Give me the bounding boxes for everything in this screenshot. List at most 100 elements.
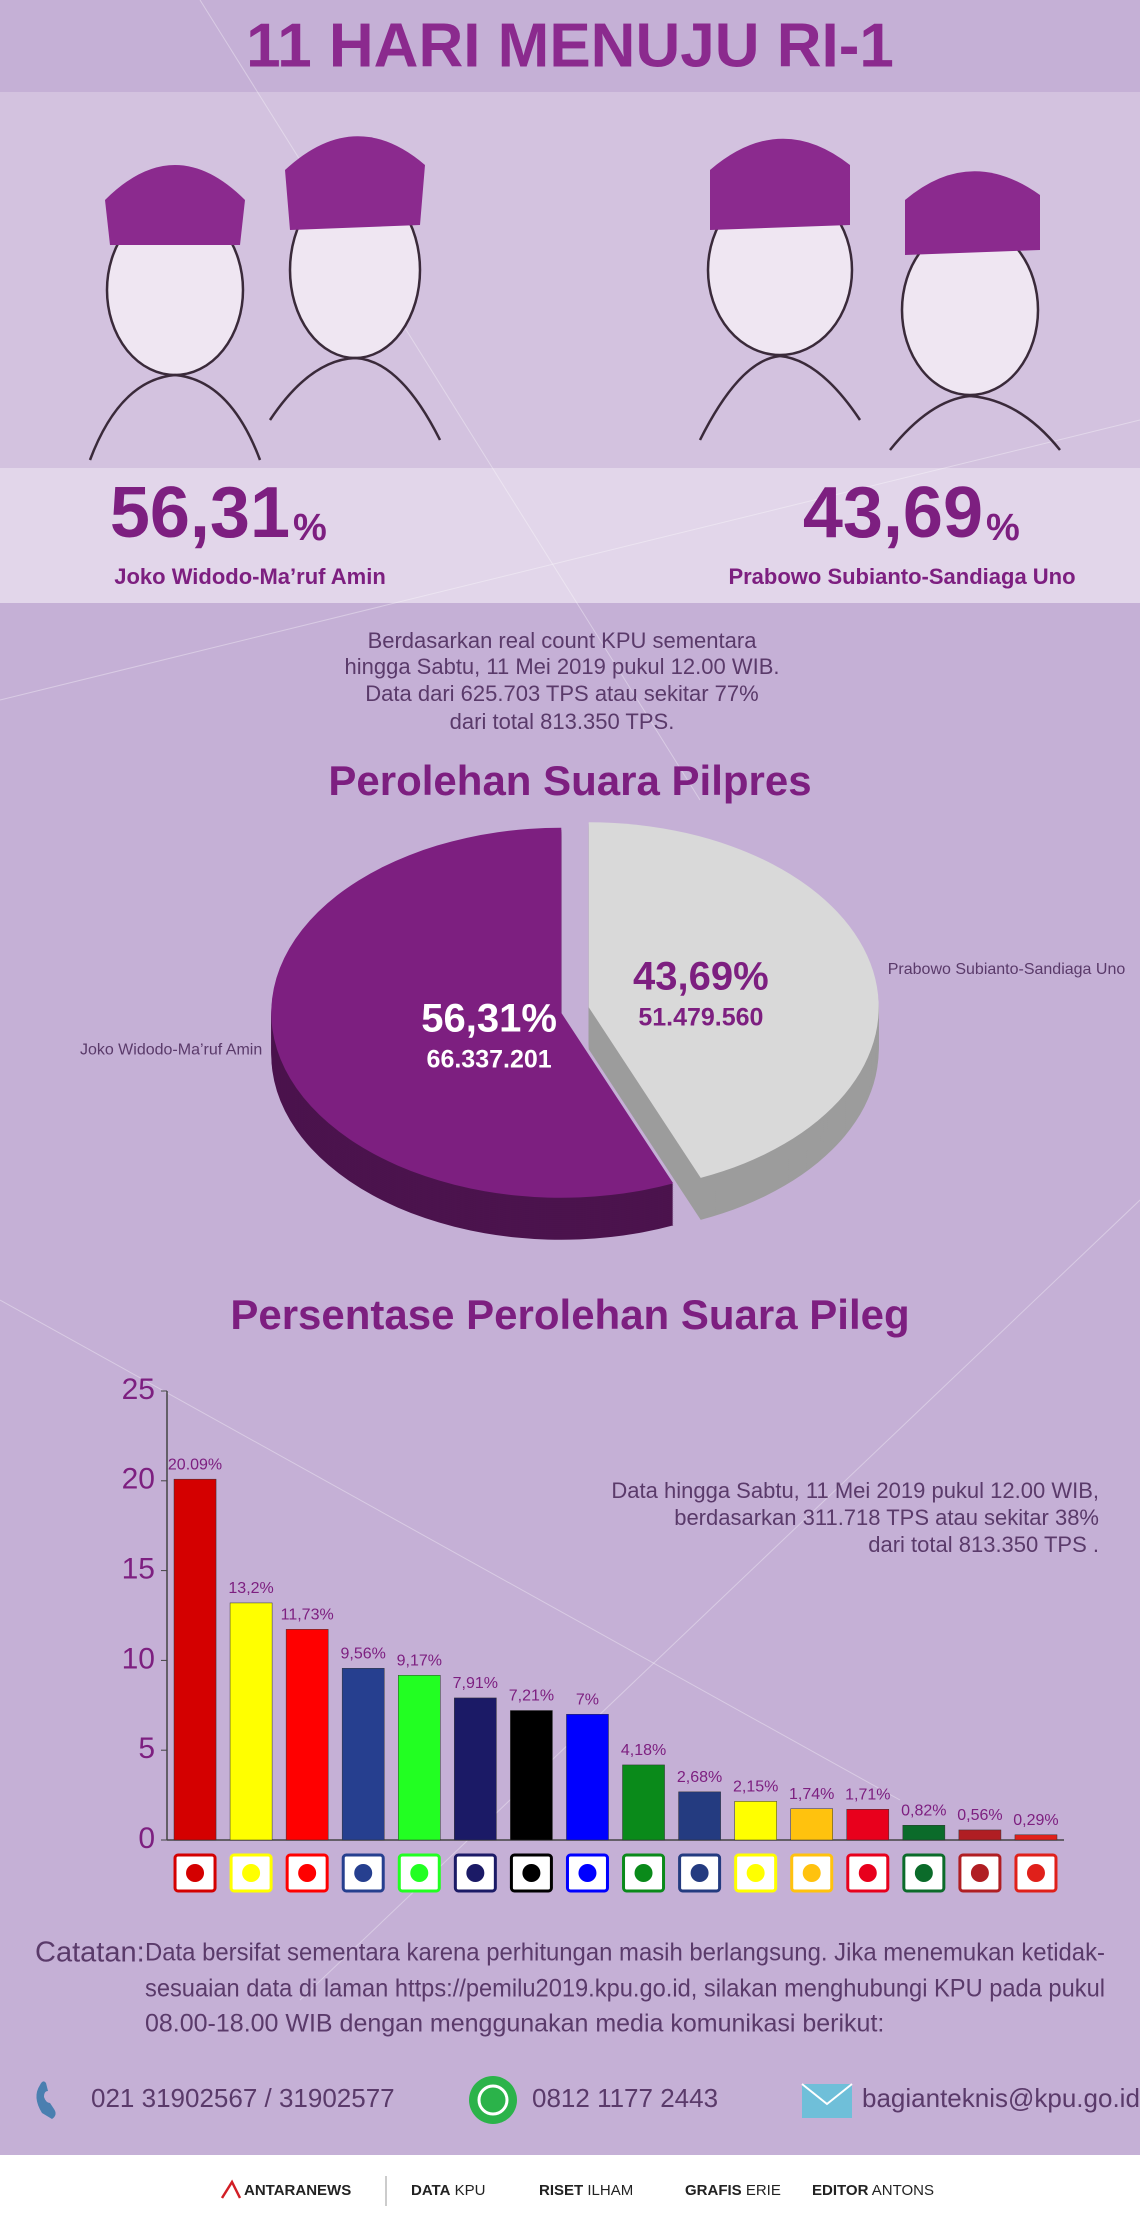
candidate-name: Joko Widodo-Ma’ruf Amin xyxy=(114,564,386,589)
credit-role: GRAFIS xyxy=(685,2182,742,2199)
y-tick-label: 25 xyxy=(122,1373,155,1406)
bar xyxy=(622,1764,665,1841)
bar xyxy=(566,1714,609,1841)
value-label: 20.09% xyxy=(168,1456,222,1473)
mail-icon-flap xyxy=(801,2083,853,2106)
party-logo-mark xyxy=(802,1864,821,1882)
bar xyxy=(678,1791,721,1841)
candidate-2: 43,69 % Prabowo Subianto-Sandiaga Uno xyxy=(728,473,1075,589)
bar xyxy=(846,1809,890,1841)
party-logo-mark xyxy=(1026,1864,1045,1882)
party-logo-mark xyxy=(298,1864,317,1882)
candidate-unit: % xyxy=(986,507,1020,549)
credit-name: ILHAM xyxy=(587,2182,633,2199)
bar xyxy=(173,1478,217,1841)
bar xyxy=(790,1808,833,1841)
party-logo-mark xyxy=(522,1864,541,1882)
bar xyxy=(958,1829,1002,1841)
whatsapp-icon xyxy=(469,2076,517,2124)
category-label: Prabowo Subianto-Sandiaga Uno xyxy=(888,961,1126,978)
party-logo-mark xyxy=(354,1864,373,1882)
value-label: 56,31% xyxy=(421,997,557,1041)
party-logo-mark xyxy=(242,1864,261,1882)
value-label: 11,73% xyxy=(281,1607,334,1624)
party-logo-mark xyxy=(186,1864,205,1882)
value-label: 1,71% xyxy=(845,1787,890,1804)
value-label: 2,15% xyxy=(733,1779,778,1796)
value-label: 7,91% xyxy=(453,1675,498,1692)
vote-label: 66.337.201 xyxy=(427,1046,552,1074)
value-label: 2,68% xyxy=(677,1769,722,1786)
note-line: hingga Sabtu, 11 Mei 2019 pukul 12.00 WI… xyxy=(345,654,780,679)
value-label: 13,2% xyxy=(228,1580,273,1597)
note-line: dari total 813.350 TPS. xyxy=(450,709,675,734)
chart-title: Persentase Perolehan Suara Pileg xyxy=(230,1291,909,1338)
credit-role: RISET xyxy=(539,2182,583,2199)
whatsapp-icon-inner xyxy=(477,2084,509,2116)
portraits xyxy=(88,136,1061,461)
bar xyxy=(398,1675,441,1841)
bar-chart: Persentase Perolehan Suara Pileg Data hi… xyxy=(122,1291,1099,1893)
credit-item: DATA KPU xyxy=(411,2182,485,2199)
credit-brand: ANTARANEWS xyxy=(244,2182,351,2199)
y-tick-label: 10 xyxy=(122,1642,155,1675)
value-label: 1,74% xyxy=(789,1786,834,1803)
contact-email: bagianteknis@kpu.go.id xyxy=(862,2083,1140,2113)
value-label: 7,21% xyxy=(509,1688,554,1705)
y-tick-label: 15 xyxy=(122,1553,155,1586)
contact-whatsapp: 0812 1177 2443 xyxy=(532,2083,718,2113)
value-label: 7% xyxy=(576,1691,599,1708)
annotation: berdasarkan 311.718 TPS atau sekitar 38% xyxy=(674,1505,1099,1530)
bar xyxy=(341,1668,385,1841)
decor-lines xyxy=(0,0,1140,2001)
bar xyxy=(1014,1834,1058,1841)
catatan-line: Data bersifat sementara karena perhitung… xyxy=(145,1939,1105,1967)
catatan-line: sesuaian data di laman https://pemilu201… xyxy=(145,1975,1105,2003)
phone-icon xyxy=(36,2081,56,2119)
pie-slice xyxy=(271,827,674,1198)
bar xyxy=(454,1697,497,1841)
credit-item: RISET ILHAM xyxy=(539,2182,633,2199)
page-title: 11 HARI MENUJU RI-1 xyxy=(246,11,894,80)
value-label: 0,56% xyxy=(957,1807,1002,1824)
credit-role: EDITOR xyxy=(812,2182,869,2199)
value-label: 9,56% xyxy=(341,1646,386,1663)
y-tick-label: 0 xyxy=(138,1822,155,1855)
pie-slice xyxy=(588,822,879,1178)
value-label: 43,69% xyxy=(633,955,769,999)
contacts: 021 31902567 / 31902577 0812 1177 2443 b… xyxy=(36,2076,1140,2124)
catatan: Catatan: Data bersifat sementara karena … xyxy=(35,1937,1105,2038)
candidate-1: 56,31 % Joko Widodo-Ma’ruf Amin xyxy=(110,473,386,589)
category-label: Joko Widodo-Ma’ruf Amin xyxy=(80,1041,262,1058)
vote-label: 51.479.560 xyxy=(638,1004,763,1032)
party-logo-mark xyxy=(466,1864,485,1882)
party-logo-mark xyxy=(578,1864,597,1882)
chart-title: Perolehan Suara Pilpres xyxy=(328,757,811,804)
candidate-percent: 43,69 xyxy=(803,473,983,553)
credit-item: GRAFIS ERIE xyxy=(685,2182,781,2199)
credit-role: DATA xyxy=(411,2182,451,2199)
annotation: Data hingga Sabtu, 11 Mei 2019 pukul 12.… xyxy=(611,1478,1099,1503)
pie-chart: Perolehan Suara Pilpres 56,31% 66.337.201… xyxy=(80,757,1125,1240)
catatan-label: Catatan: xyxy=(35,1937,145,1969)
note-line: Berdasarkan real count KPU sementara xyxy=(368,628,758,653)
note: Berdasarkan real count KPU sementara hin… xyxy=(345,628,780,734)
brand-logo xyxy=(220,2179,242,2199)
credits: ANTARANEWS DATA KPU RISET ILHAM GRAFIS E… xyxy=(220,2176,934,2206)
y-tick-label: 20 xyxy=(122,1463,155,1496)
party-logo-mark xyxy=(634,1864,653,1882)
bar xyxy=(229,1602,273,1841)
bar xyxy=(510,1710,553,1841)
bar xyxy=(734,1801,777,1841)
candidate-percent: 56,31 xyxy=(110,473,290,553)
value-label: 4,18% xyxy=(621,1742,666,1759)
credit-item: EDITOR ANTONS xyxy=(812,2182,934,2199)
party-logo-mark xyxy=(410,1864,429,1882)
candidate-unit: % xyxy=(293,507,327,549)
value-label: 9,17% xyxy=(397,1653,442,1670)
credit-name: ANTONS xyxy=(872,2182,934,2199)
value-label: 0,29% xyxy=(1013,1812,1058,1829)
bar xyxy=(285,1629,329,1841)
party-logo-mark xyxy=(746,1864,765,1882)
